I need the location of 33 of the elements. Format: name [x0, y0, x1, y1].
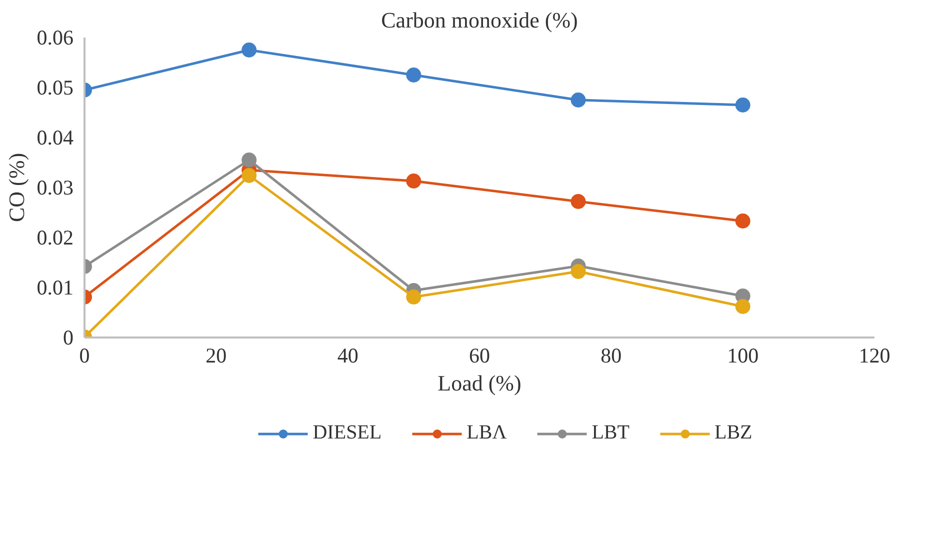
point — [735, 299, 750, 314]
point — [406, 68, 422, 82]
y-tick-label: 0.03 — [36, 176, 74, 200]
y-tick-label: 0.06 — [36, 26, 74, 50]
point — [242, 42, 257, 58]
point — [242, 168, 257, 183]
x-tick-label: 40 — [337, 344, 358, 368]
x-tick-label: 120 — [858, 344, 890, 368]
y-tick-label: 0.05 — [36, 76, 74, 100]
point — [735, 214, 750, 228]
legend-label: DIESEL — [312, 422, 382, 444]
y-axis-title: CO (%) — [4, 152, 29, 222]
legend-label: LBΛ — [466, 422, 507, 444]
legend-label: LBT — [592, 422, 630, 444]
chart-title: Carbon monoxide (%) — [381, 8, 578, 32]
x-tick-label: 60 — [469, 344, 490, 368]
point — [570, 264, 586, 279]
point — [570, 194, 586, 209]
x-tick-label: 20 — [206, 344, 227, 368]
x-axis-title: Load (%) — [438, 370, 522, 396]
y-tick-label: 0 — [63, 326, 74, 350]
x-tick-label: 80 — [600, 344, 622, 368]
y-tick-label: 0.01 — [36, 276, 74, 300]
x-tick-label: 0 — [79, 344, 90, 368]
y-tick-label: 0.02 — [36, 226, 74, 250]
point — [242, 152, 257, 168]
point — [570, 92, 586, 108]
point — [735, 98, 750, 112]
legend-label: LBZ — [714, 422, 752, 444]
point — [406, 174, 422, 188]
point — [406, 290, 422, 304]
y-tick-label: 0.04 — [36, 126, 74, 150]
x-tick-label: 100 — [727, 344, 759, 368]
